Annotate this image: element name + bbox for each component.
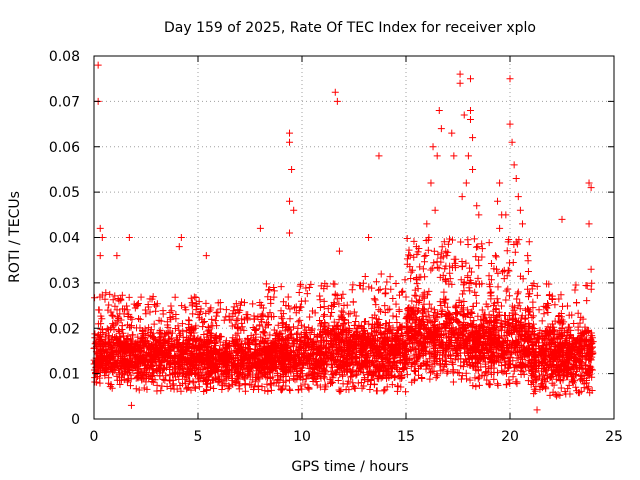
roti-point — [456, 70, 464, 78]
y-tick-label: 0.08 — [49, 49, 80, 65]
x-axis-label: GPS time / hours — [291, 459, 408, 475]
roti-point — [466, 116, 474, 124]
roti-point — [425, 234, 433, 241]
roti-point — [460, 111, 468, 119]
roti-point — [558, 215, 566, 223]
roti-point — [585, 220, 593, 228]
roti-point — [431, 206, 439, 214]
roti-point — [286, 129, 294, 137]
roti-point — [448, 129, 456, 137]
roti-point — [202, 252, 210, 260]
roti-point — [469, 134, 477, 142]
chart-title: Day 159 of 2025, Rate Of TEC Index for r… — [164, 20, 536, 36]
roti-point — [587, 265, 595, 273]
y-axis-label: ROTI / TECUs — [7, 191, 23, 283]
roti-point — [496, 179, 504, 187]
roti-point — [466, 106, 474, 114]
roti-point — [506, 120, 514, 128]
roti-point — [94, 61, 102, 69]
roti-point — [464, 152, 472, 160]
roti-point — [494, 197, 502, 205]
roti-point-cloud — [90, 235, 597, 400]
roti-point — [437, 125, 445, 133]
y-tick-label: 0.05 — [49, 185, 80, 201]
axis-ticks — [93, 55, 615, 420]
roti-point — [518, 220, 526, 228]
axis-tick-labels: 0 5 10 15 20 25 0 0.01 0.02 0.03 0.04 0.05 0.06 0.07 0… — [49, 49, 623, 445]
roti-point — [512, 238, 520, 246]
roti-point — [290, 206, 298, 214]
roti-point — [458, 193, 466, 201]
roti-point — [256, 224, 264, 232]
y-tick-label: 0.07 — [49, 94, 80, 110]
roti-point — [423, 220, 431, 228]
roti-point — [177, 234, 185, 241]
roti-point — [286, 138, 294, 146]
roti-point — [435, 106, 443, 114]
y-tick-label: 0.06 — [49, 140, 80, 156]
roti-point — [587, 184, 595, 192]
roti-point — [96, 224, 104, 232]
roti-point — [406, 252, 414, 260]
roti-point — [498, 211, 506, 219]
roti-point — [469, 165, 477, 173]
roti-point — [512, 175, 520, 183]
x-tick-label: 25 — [605, 429, 623, 445]
roti-point — [510, 161, 518, 169]
y-tick-label: 0.04 — [49, 231, 80, 247]
roti-point — [456, 79, 464, 87]
x-tick-label: 0 — [90, 429, 99, 445]
roti-point — [433, 152, 441, 160]
roti-point — [286, 197, 294, 205]
roti-point — [516, 206, 524, 214]
y-tick-label: 0.01 — [49, 367, 80, 383]
data-points — [90, 61, 597, 414]
roti-point — [125, 234, 133, 241]
y-tick-label: 0.03 — [49, 276, 80, 292]
roti-point — [286, 229, 294, 237]
x-tick-label: 5 — [194, 429, 203, 445]
roti-point — [333, 97, 341, 105]
x-tick-label: 10 — [293, 429, 311, 445]
roti-point — [496, 224, 504, 232]
roti-point — [429, 143, 437, 151]
roti-point — [96, 252, 104, 260]
roti-point — [427, 179, 435, 187]
roti-point — [462, 179, 470, 187]
roti-point — [365, 234, 373, 241]
roti-point — [450, 152, 458, 160]
roti-point — [466, 75, 474, 83]
roti-point — [113, 252, 121, 260]
roti-point — [412, 243, 420, 251]
roti-point — [506, 75, 514, 83]
roti-point — [514, 288, 522, 296]
roti-point — [508, 138, 516, 146]
roti-point — [533, 406, 541, 414]
roti-point — [514, 193, 522, 201]
roti-point — [585, 179, 593, 187]
y-tick-label: 0.02 — [49, 321, 80, 337]
y-tick-label: 0 — [71, 412, 80, 428]
roti-point — [175, 243, 183, 251]
roti-point — [288, 165, 296, 173]
roti-point — [491, 252, 499, 260]
roti-point — [475, 211, 483, 219]
x-tick-label: 20 — [501, 429, 519, 445]
roti-point — [127, 401, 135, 409]
roti-point — [335, 247, 343, 255]
x-tick-label: 15 — [397, 429, 415, 445]
roti-point — [473, 202, 481, 210]
roti-point — [375, 152, 383, 160]
roti-point — [331, 88, 339, 96]
